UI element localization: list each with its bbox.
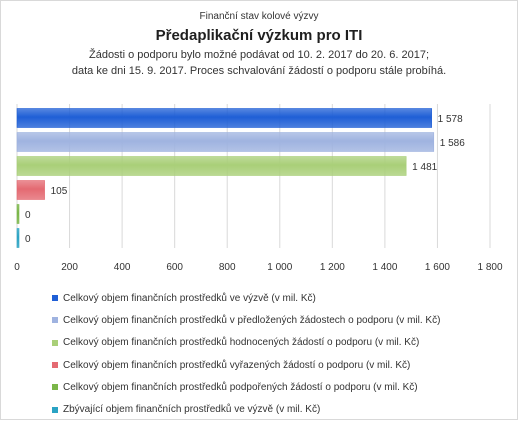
legend-label: Celkový objem finančních prostředků vyřa… — [63, 359, 411, 371]
x-tick-label: 1 800 — [477, 262, 502, 273]
legend-swatch — [52, 295, 58, 302]
legend-label: Celkový objem finančních prostředků v př… — [63, 314, 441, 326]
chart-title: Předaplikační výzkum pro ITI — [155, 27, 363, 44]
legend: Celkový objem finančních prostředků ve v… — [52, 287, 440, 421]
bar-value-label-6: 0 — [25, 234, 31, 245]
bar-3 — [16, 156, 407, 176]
x-tick-label: 0 — [14, 262, 20, 273]
chart-subtitle-line-2: data ke dni 15. 9. 2017. Proces schvalov… — [71, 65, 447, 77]
legend-label: Celkový objem finančních prostředků ve v… — [63, 292, 316, 304]
legend-swatch — [52, 339, 58, 346]
legend-swatch — [52, 384, 58, 391]
legend-swatch — [52, 406, 58, 413]
chart-supertitle: Finanční stav kolové výzvy — [199, 11, 319, 22]
legend-item-3: Celkový objem finančních prostředků hodn… — [52, 332, 440, 354]
x-tick-label: 400 — [114, 262, 131, 273]
legend-label: Celkový objem finančních prostředků podp… — [63, 381, 418, 393]
x-tick-label: 1 000 — [267, 262, 292, 273]
x-tick-label: 1 600 — [425, 262, 450, 273]
legend-label: Celkový objem finančních prostředků hodn… — [63, 337, 420, 349]
bar-value-label-4: 105 — [51, 186, 68, 197]
legend-swatch — [52, 362, 58, 369]
legend-swatch — [52, 317, 58, 324]
bar-value-label-3: 1 481 — [412, 162, 437, 173]
bar-value-label-5: 0 — [25, 210, 31, 221]
legend-item-2: Celkový objem finančních prostředků v př… — [52, 309, 440, 331]
x-tick-label: 200 — [61, 262, 78, 273]
x-tick-label: 600 — [166, 262, 183, 273]
bar-6 — [16, 228, 20, 248]
bar-1 — [16, 108, 432, 128]
legend-label: Zbývající objem finančních prostředků ve… — [63, 404, 321, 416]
legend-item-1: Celkový objem finančních prostředků ve v… — [52, 287, 440, 309]
x-tick-label: 800 — [219, 262, 236, 273]
bar-value-label-1: 1 578 — [438, 114, 463, 125]
legend-item-4: Celkový objem finančních prostředků vyřa… — [52, 354, 440, 376]
bar-value-label-2: 1 586 — [440, 138, 465, 149]
x-tick-label: 1 400 — [372, 262, 397, 273]
bar-4 — [16, 180, 45, 200]
legend-item-6: Zbývající objem finančních prostředků ve… — [52, 398, 440, 420]
bar-2 — [16, 132, 435, 152]
chart-subtitle-line-1: Žádosti o podporu bylo možné podávat od … — [88, 49, 430, 61]
legend-item-5: Celkový objem finančních prostředků podp… — [52, 376, 440, 398]
bar-5 — [16, 204, 20, 224]
x-tick-label: 1 200 — [320, 262, 345, 273]
